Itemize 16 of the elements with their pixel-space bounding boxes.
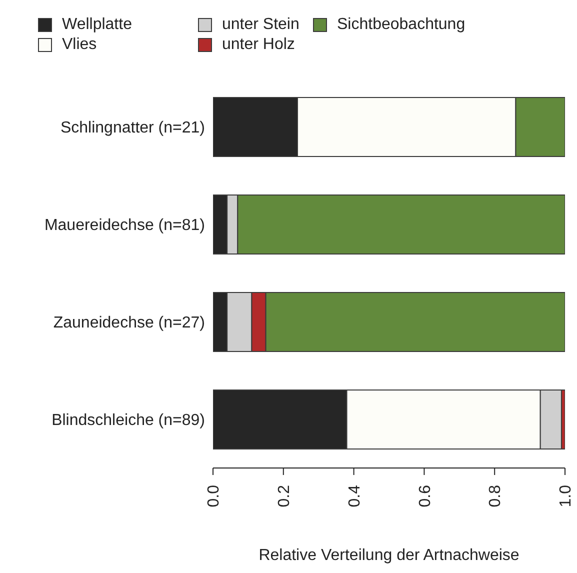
y-tick-label: Blindschleiche (n=89) [52,412,205,429]
legend-label: Wellplatte [62,16,132,34]
legend-label: unter Stein [222,16,300,34]
x-tick-label: 0.8 [487,484,504,508]
x-tick-label: 0.0 [206,484,223,508]
x-axis-title: Relative Verteilung der Artnachweise [258,547,520,564]
x-tick-label: 1.0 [558,484,575,508]
x-tick-label: 0.4 [346,484,364,508]
x-tick-label: 0.2 [276,484,293,508]
y-tick-label: Zauneidechse (n=27) [53,314,205,332]
x-tick-label: 0.6 [416,484,434,508]
y-tick-label: Schlingnatter (n=21) [60,119,205,136]
legend-label: Sichtbeobachtung [337,16,466,34]
y-tick-label: Mauereidechse (n=81) [44,216,205,234]
legend-label: unter Holz [222,36,295,54]
legend-label: Vlies [62,36,97,54]
